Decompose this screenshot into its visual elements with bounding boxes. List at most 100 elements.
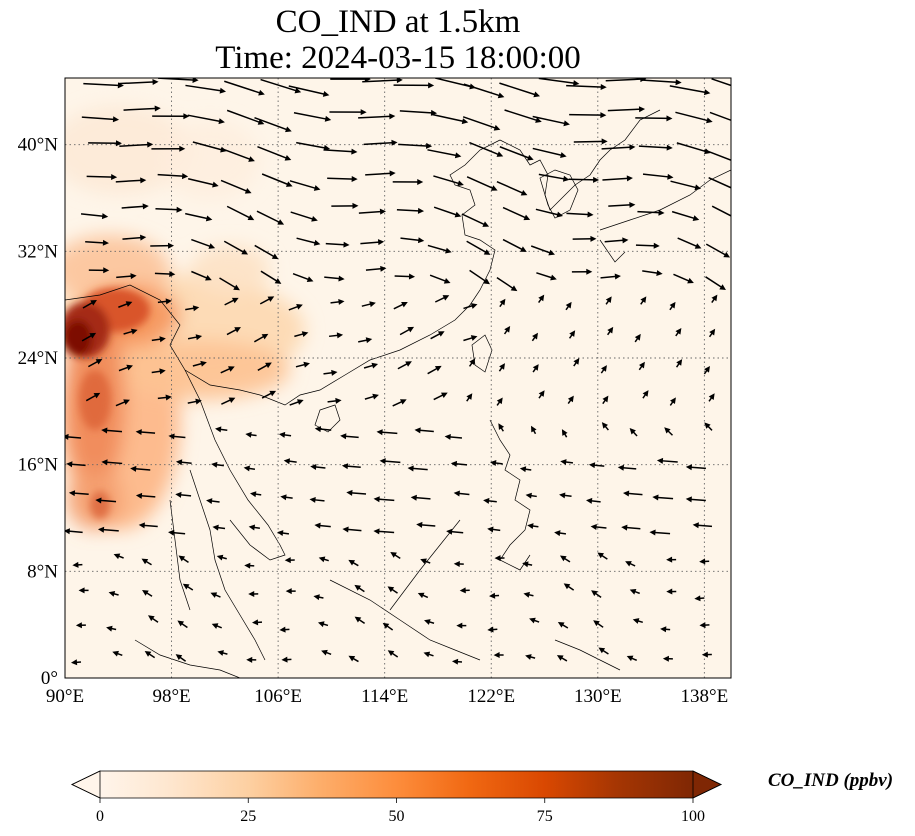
wind-arrow: [461, 213, 490, 227]
wind-arrow: [123, 328, 138, 335]
wind-arrow: [626, 655, 638, 662]
wind-arrow: [168, 529, 186, 536]
wind-arrow: [662, 655, 673, 662]
wind-arrow: [323, 369, 338, 376]
wind-arrow: [348, 559, 359, 567]
wind-arrow: [361, 301, 376, 308]
wind-arrow: [318, 556, 329, 563]
colorbar-ramp: [100, 771, 693, 798]
wind-arrow: [317, 621, 329, 628]
wind-arrow: [354, 616, 366, 625]
wind-arrow: [666, 588, 677, 595]
wind-arrow: [538, 173, 570, 182]
coastlines: [65, 109, 731, 678]
wind-arrow: [87, 358, 103, 368]
wind-arrow: [289, 180, 321, 191]
wind-arrow: [607, 106, 646, 113]
wind-arrow: [535, 208, 564, 218]
wind-arrow: [529, 617, 540, 624]
wind-arrow: [622, 490, 643, 497]
wind-arrow: [85, 239, 109, 246]
wind-arrow: [150, 242, 175, 249]
wind-arrow: [223, 240, 249, 255]
wind-arrow: [538, 390, 545, 399]
wind-arrow: [379, 458, 401, 465]
lon-tick-label: 114°E: [361, 686, 408, 707]
wind-arrow: [586, 497, 601, 504]
wind-arrow: [217, 650, 228, 656]
wind-arrow: [216, 554, 227, 561]
wind-arrow: [119, 141, 154, 148]
wind-arrow: [635, 242, 660, 249]
lat-tick-label: 8°N: [27, 561, 58, 582]
wind-arrow: [330, 298, 345, 305]
wind-arrow: [502, 206, 531, 221]
wind-arrow: [88, 267, 110, 274]
wind-arrow: [97, 526, 119, 533]
wind-arrow: [280, 494, 293, 501]
wind-arrow: [290, 211, 318, 222]
wind-arrow: [569, 112, 607, 119]
colorbar-title: CO_IND (ppbv): [768, 770, 894, 791]
gridlines: [65, 78, 731, 678]
wind-arrow: [185, 84, 227, 94]
wind-arrow: [85, 392, 101, 402]
wind-arrow: [538, 78, 580, 87]
wind-arrow: [701, 651, 712, 658]
wind-arrow: [246, 656, 257, 663]
wind-arrow: [78, 587, 89, 594]
wind-arrow: [641, 79, 682, 86]
wind-arrow: [259, 296, 275, 305]
wind-arrow: [224, 297, 239, 306]
lat-tick-labels: 0° 8°N 16°N 24°N 32°N 40°N: [18, 135, 59, 689]
wind-arrow: [154, 271, 176, 278]
wind-arrow: [399, 326, 415, 336]
wind-arrow: [358, 208, 387, 215]
wind-arrow: [634, 333, 641, 343]
wind-arrow: [226, 205, 255, 221]
wind-arrow: [496, 277, 518, 292]
wind-arrow: [152, 113, 190, 120]
wind-arrow: [568, 176, 600, 183]
lon-tick-label: 130°E: [574, 686, 622, 707]
wind-arrow: [210, 592, 221, 598]
lat-tick-label: 24°N: [18, 348, 59, 369]
wind-arrow: [392, 399, 407, 407]
wind-arrow: [220, 147, 255, 162]
wind-arrow: [310, 464, 326, 470]
wind-arrow: [499, 82, 541, 98]
wind-arrow: [621, 524, 641, 531]
wind-arrow: [649, 529, 671, 536]
wind-arrow: [469, 141, 504, 157]
wind-arrow: [557, 621, 569, 629]
wind-arrow: [329, 109, 367, 116]
wind-arrow: [459, 587, 470, 594]
wind-arrow: [260, 270, 282, 284]
wind-arrow: [673, 273, 694, 284]
wind-arrow: [130, 465, 151, 472]
wind-arrow: [151, 336, 166, 343]
wind-arrow: [393, 82, 435, 89]
wind-arrow: [65, 433, 82, 440]
wind-arrow: [254, 244, 279, 260]
wind-arrow: [187, 114, 225, 125]
wind-arrow: [75, 622, 86, 629]
wind-arrow: [669, 397, 676, 406]
wind-arrow: [81, 116, 120, 123]
wind-arrow: [112, 650, 123, 657]
wind-arrow: [70, 659, 82, 666]
wind-arrow: [519, 466, 532, 473]
wind-arrow: [629, 428, 638, 437]
wind-arrow: [605, 296, 612, 305]
wind-arrow: [212, 524, 226, 531]
wind-arrow: [711, 294, 718, 304]
wind-arrow: [314, 522, 331, 529]
wind-arrow: [642, 270, 663, 276]
colorbar: 0 25 50 75 100: [71, 770, 722, 825]
wind-arrow: [572, 235, 597, 242]
wind-arrow: [296, 237, 321, 246]
wind-arrow: [556, 655, 568, 662]
wind-arrow: [523, 591, 534, 598]
wind-arrow: [118, 364, 133, 372]
wind-arrow: [604, 237, 629, 244]
